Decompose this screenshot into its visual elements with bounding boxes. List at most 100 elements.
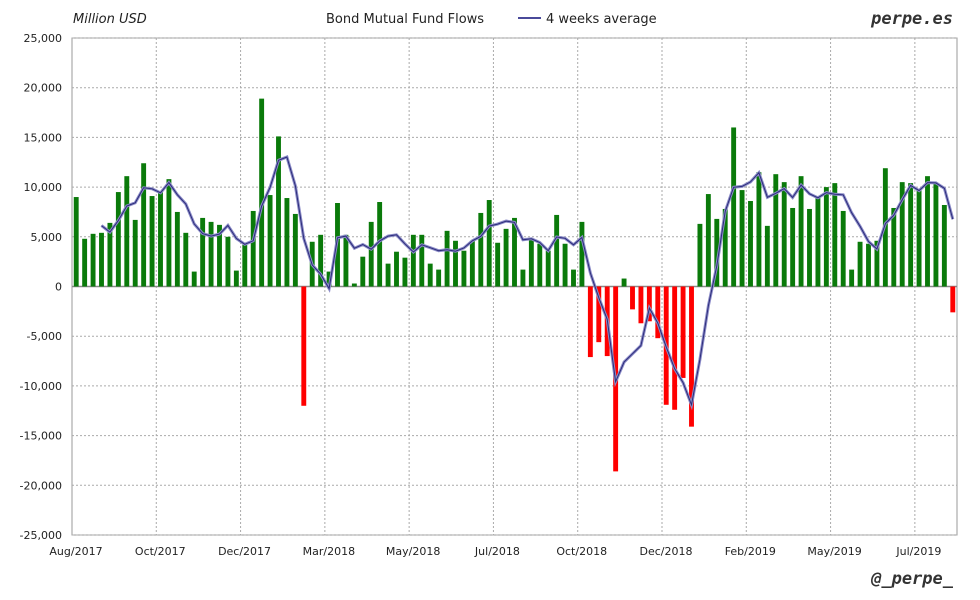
flow-bar [73, 197, 79, 287]
flow-bar [941, 204, 947, 287]
flow-bar [368, 221, 374, 287]
flow-bar [385, 263, 391, 287]
y-tick-label: -25,000 [20, 529, 62, 542]
flow-bar [587, 286, 593, 358]
flow-bar [284, 198, 290, 287]
x-tick-label: Oct/2017 [135, 545, 186, 558]
flow-bar [444, 230, 450, 287]
y-tick-label: 15,000 [24, 131, 63, 144]
x-tick-label: Dec/2018 [640, 545, 693, 558]
flow-bar [790, 207, 796, 287]
flow-bar [748, 201, 753, 287]
flow-bar [908, 183, 914, 287]
x-tick-label: Aug/2017 [49, 545, 102, 558]
flow-bar [840, 210, 846, 287]
flow-bar [242, 244, 248, 287]
flow-bar [621, 278, 627, 287]
legend-label: 4 weeks average [546, 12, 657, 27]
flow-bar [823, 187, 829, 287]
flow-bar [899, 182, 905, 287]
flow-bar [259, 98, 265, 287]
flow-bar [377, 202, 383, 287]
flow-bar [933, 183, 939, 287]
flow-bar [410, 234, 416, 287]
flow-bar [267, 195, 273, 287]
y-axis-label: Million USD [73, 12, 147, 27]
flow-bar [773, 174, 779, 287]
average-line-group [100, 155, 955, 411]
flow-bar [655, 286, 661, 339]
flow-bar [528, 238, 534, 287]
x-tick-label: Jul/2018 [474, 545, 520, 558]
flow-bar [722, 208, 728, 287]
y-tick-label: 5,000 [31, 231, 63, 244]
flow-bar [107, 222, 113, 287]
x-axis: Aug/2017 Oct/2017 Dec/2017 Mar/2018 May/2018… [49, 545, 941, 558]
flow-bar [537, 243, 543, 287]
flow-bar [200, 217, 206, 287]
flow-bar [394, 251, 399, 287]
flow-bar [596, 286, 602, 343]
flow-bar [815, 198, 821, 287]
flow-bar [124, 176, 130, 287]
flow-bar [646, 286, 652, 322]
flow-bar [689, 286, 694, 427]
flow-bar [217, 224, 222, 287]
flow-bar [461, 250, 467, 287]
flow-bar [453, 240, 458, 287]
flow-bar [174, 211, 180, 287]
handle-watermark: @_perpe_ [870, 569, 954, 589]
flow-bar [731, 127, 737, 287]
x-tick-label: Dec/2017 [218, 545, 271, 558]
flow-bar [672, 286, 678, 410]
flow-bar [756, 172, 762, 287]
flow-bar [276, 136, 281, 287]
flow-bar [158, 192, 163, 287]
flow-bar [436, 269, 442, 287]
flow-bar [495, 242, 501, 287]
flow-bar [630, 286, 635, 310]
flow-bar [183, 232, 189, 287]
flow-bar [857, 241, 863, 287]
flow-bar [739, 190, 745, 287]
flow-bar [82, 238, 88, 287]
flow-bar [503, 228, 509, 287]
flow-bar [866, 243, 871, 287]
flow-bar [301, 286, 307, 406]
flow-bar [520, 269, 526, 287]
flow-bar [579, 221, 585, 287]
flow-bar [781, 182, 787, 287]
flow-bar [714, 218, 720, 287]
flow-bar [90, 233, 96, 287]
flow-bar [208, 221, 214, 287]
flow-bar [225, 236, 231, 287]
flow-bar [705, 194, 711, 287]
flow-bar [545, 250, 551, 287]
x-tick-label: Jul/2019 [895, 545, 941, 558]
flow-bar [343, 234, 349, 287]
x-tick-label: Mar/2018 [303, 545, 355, 558]
flow-bar [469, 240, 475, 287]
flow-bar [326, 271, 332, 287]
flow-bar [798, 176, 804, 287]
flow-bar [427, 263, 433, 287]
y-tick-label: -15,000 [20, 430, 62, 443]
flow-bar [807, 208, 812, 287]
bars [73, 98, 956, 472]
flow-bar [486, 200, 492, 287]
flow-bar [141, 163, 147, 287]
flow-bar [874, 240, 880, 287]
flow-bar [680, 286, 686, 378]
y-tick-label: 10,000 [24, 181, 63, 194]
flow-bar [419, 234, 425, 287]
flow-bar [925, 176, 930, 287]
flow-bar [849, 269, 855, 287]
flow-bar [166, 179, 172, 287]
y-tick-label: -10,000 [20, 380, 62, 393]
y-tick-label: -5,000 [27, 330, 62, 343]
flow-bar [115, 192, 121, 287]
site-watermark: perpe.es [870, 9, 953, 29]
x-tick-label: Oct/2018 [556, 545, 607, 558]
y-tick-label: 25,000 [24, 32, 63, 45]
